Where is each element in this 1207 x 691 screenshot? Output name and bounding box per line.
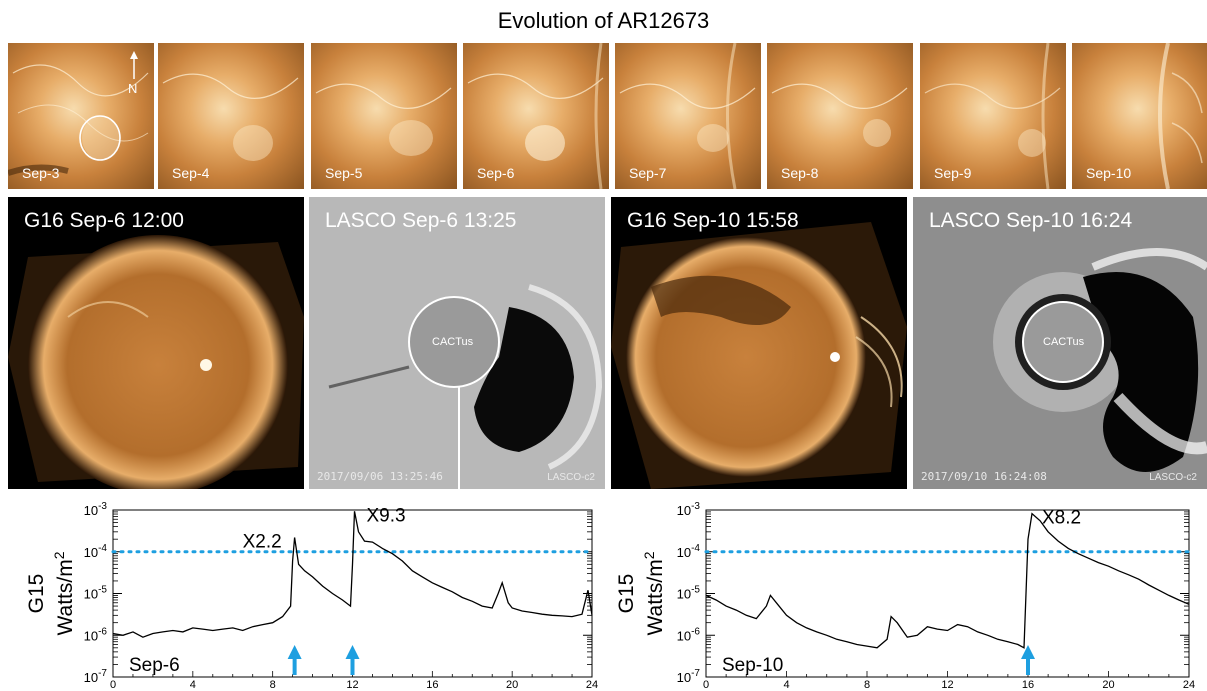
- flare-class-label: X2.2: [243, 531, 282, 552]
- x-tick-label: 4: [190, 679, 196, 691]
- flux-series-line: [112, 511, 593, 638]
- thumbnail-sep-9: Sep-9: [920, 43, 1066, 189]
- solar-disk-image: [8, 235, 304, 489]
- euv-texture: [467, 43, 604, 189]
- panel-instrument: LASCO-c2: [547, 472, 595, 483]
- x-tick-label: 0: [703, 679, 709, 691]
- ar-circle-marker: [79, 115, 121, 161]
- flare-class-label: X9.3: [367, 505, 406, 526]
- thumbnail-sep-8: Sep-8: [767, 43, 913, 189]
- panel-title: G16 Sep-10 15:58: [627, 209, 799, 232]
- plot-frame: [705, 509, 1190, 678]
- goes-xray-chart-sep-6: 10-3 10-4 10-5 10-6 10-70 4 8 12 16 20 24 X2.2 X9.3 S…: [25, 501, 598, 691]
- goes-xray-chart-sep-10: 10-3 10-4 10-5 10-6 10-70 4 8 12 16 20 24 X8.2 Sep-1…: [615, 501, 1195, 691]
- euv-texture: [619, 43, 756, 189]
- thumbnail-date-label: Sep-9: [934, 165, 972, 181]
- euv-texture: [771, 83, 908, 147]
- y-tick-label: 10-5: [677, 585, 701, 602]
- panel-title: G16 Sep-6 12:00: [24, 209, 184, 232]
- panel-title: LASCO Sep-10 16:24: [929, 209, 1133, 232]
- cactus-label: CACTus: [432, 336, 474, 348]
- euv-texture: [162, 73, 299, 161]
- thumbnail-sep-4: Sep-4: [158, 43, 304, 189]
- y-tick-label: 10-4: [677, 543, 701, 560]
- y-tick-label: 10-3: [677, 501, 701, 518]
- x-tick-label: 8: [864, 679, 870, 691]
- y-axis-unit-label: Watts/m2: [51, 551, 77, 635]
- y-tick-label: 10-7: [677, 668, 701, 685]
- y-tick-label: 10-7: [84, 668, 108, 685]
- thumbnail-sep-5: Sep-5: [311, 43, 457, 189]
- y-tick-label: 10-4: [84, 543, 108, 560]
- x-tick-label: 0: [110, 679, 116, 691]
- x-tick-label: 8: [270, 679, 276, 691]
- thumbnail-date-label: Sep-4: [172, 165, 210, 181]
- x-tick-label: 16: [426, 679, 438, 691]
- thumbnail-sep-6: Sep-6: [463, 43, 609, 189]
- thumbnail-sep-7: Sep-7: [615, 43, 761, 189]
- coronagraph-image: [328, 284, 603, 489]
- thumbnail-date-label: Sep-7: [629, 165, 667, 181]
- y-tick-label: 10-6: [677, 626, 701, 643]
- thumbnail-date-label: Sep-3: [22, 165, 60, 181]
- thumbnail-date-label: Sep-8: [781, 165, 819, 181]
- thumbnail-date-label: Sep-6: [477, 165, 515, 181]
- thumbnail-sep-3: N Sep-3: [8, 43, 154, 189]
- north-label: N: [128, 81, 138, 96]
- thumbnail-date-label: Sep-10: [1086, 165, 1132, 181]
- date-label: Sep-10: [722, 655, 783, 676]
- thumbnail-date-label: Sep-5: [325, 165, 363, 181]
- y-tick-label: 10-6: [84, 626, 108, 643]
- x-tick-label: 24: [586, 679, 598, 691]
- x-tick-label: 16: [1022, 679, 1034, 691]
- x-tick-label: 20: [1102, 679, 1114, 691]
- date-label: Sep-6: [129, 655, 180, 676]
- x-tick-label: 20: [506, 679, 518, 691]
- flare-class-label: X8.2: [1042, 508, 1081, 529]
- panel-timestamp: 2017/09/06 13:25:46: [317, 470, 443, 483]
- panel-g16-sep-6: G16 Sep-6 12:00: [8, 197, 304, 489]
- panel-g16-sep-10: G16 Sep-10 15:58: [611, 197, 907, 489]
- coronagraph-image: [993, 248, 1207, 472]
- y-tick-label: 10-5: [84, 585, 108, 602]
- euv-texture: [315, 83, 452, 156]
- euv-texture: [924, 43, 1061, 189]
- flare-arrow-icon: [287, 645, 302, 659]
- x-tick-label: 4: [783, 679, 789, 691]
- solar-disk-image: [611, 222, 907, 489]
- panel-lasco-sep-10: CACTus LASCO Sep-10 16:24 2017/09/10 16:…: [913, 197, 1207, 489]
- figure-title: Evolution of AR12673: [497, 8, 710, 33]
- panel-title: LASCO Sep-6 13:25: [325, 209, 517, 232]
- flare-arrow-icon: [1021, 645, 1035, 659]
- euv-texture: [8, 64, 149, 176]
- panel-lasco-sep-6: CACTus LASCO Sep-6 13:25 2017/09/06 13:2…: [309, 197, 605, 489]
- y-axis-label: G15: [615, 574, 638, 614]
- panel-timestamp: 2017/09/10 16:24:08: [921, 470, 1047, 483]
- flux-series-line: [705, 512, 1190, 649]
- x-tick-label: 12: [346, 679, 358, 691]
- thumbnail-sep-10: Sep-10: [1072, 43, 1207, 189]
- north-arrow-icon: [130, 51, 138, 79]
- y-axis-unit-label: Watts/m2: [641, 551, 667, 635]
- y-axis-label: G15: [25, 574, 48, 614]
- y-tick-label: 10-3: [84, 501, 108, 518]
- cactus-label: CACTus: [1043, 336, 1085, 348]
- x-tick-label: 24: [1183, 679, 1195, 691]
- euv-texture: [1158, 43, 1203, 189]
- flare-arrow-icon: [345, 645, 360, 659]
- panel-instrument: LASCO-c2: [1149, 472, 1197, 483]
- x-tick-label: 12: [941, 679, 953, 691]
